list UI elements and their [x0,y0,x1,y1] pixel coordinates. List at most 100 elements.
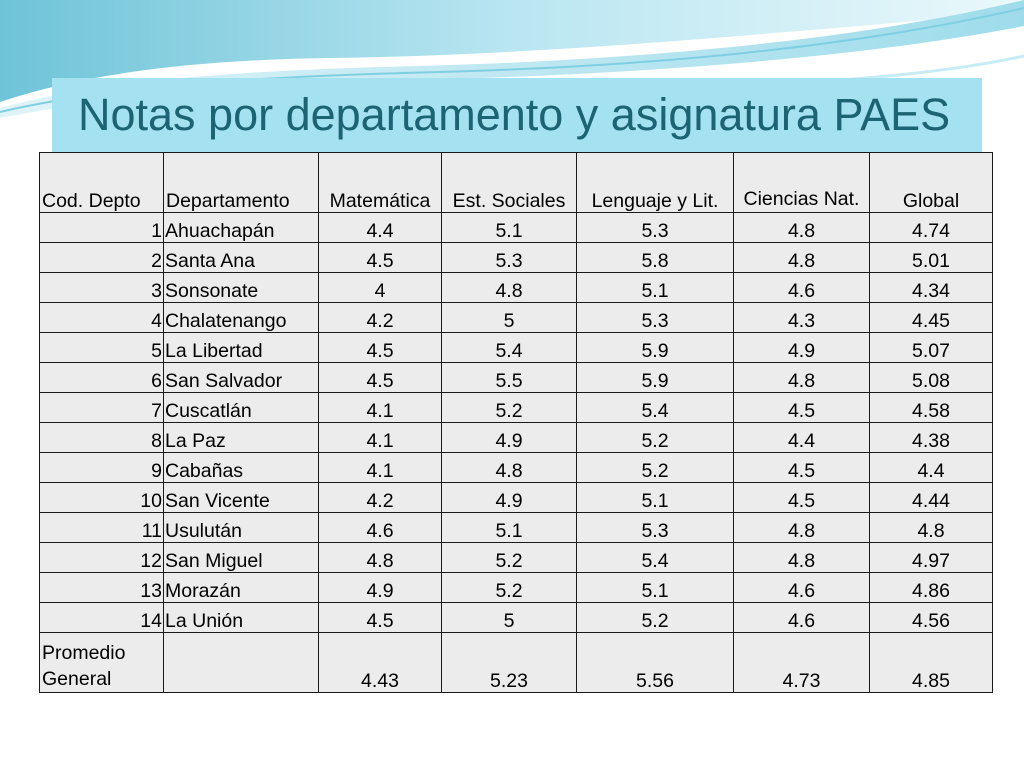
cell-matematica: 4 [318,272,442,303]
cell-global: 4.34 [869,272,993,303]
cell-matematica: 4.5 [318,602,442,633]
cell-est-sociales: 5.4 [441,332,577,363]
table-row: 12 San Miguel 4.8 5.2 5.4 4.8 4.97 [39,542,993,573]
cell-matematica: 4.5 [318,242,442,273]
cell-lenguaje: 5.1 [576,572,734,603]
cell-est-sociales: 5.1 [441,212,577,243]
cell-dept: Chalatenango [163,302,319,333]
cell-lenguaje: 5.2 [576,422,734,453]
cell-lenguaje: 5.3 [576,212,734,243]
cell-lenguaje: 5.1 [576,482,734,513]
cell-ciencias: 4.4 [733,422,870,453]
cell-global: 4.8 [869,512,993,543]
cell-global: 4.38 [869,422,993,453]
cell-global: 4.45 [869,302,993,333]
cell-lenguaje: 5.2 [576,452,734,483]
grades-table: Cod. Depto Departamento Matemática Est. … [39,152,993,693]
cell-dept: San Miguel [163,542,319,573]
cell-dept: Santa Ana [163,242,319,273]
average-row: Promedio General 4.43 5.23 5.56 4.73 4.8… [39,632,993,693]
slide-title: Notas por departamento y asignatura PAES [78,89,951,140]
cell-est-sociales: 5.1 [441,512,577,543]
cell-ciencias: 4.5 [733,452,870,483]
cell-dept: Morazán [163,572,319,603]
cell-ciencias: 4.6 [733,572,870,603]
cell-matematica: 4.4 [318,212,442,243]
average-matematica: 4.43 [318,632,442,693]
cell-lenguaje: 5.4 [576,392,734,423]
cell-est-sociales: 5.3 [441,242,577,273]
cell-dept: San Vicente [163,482,319,513]
cell-matematica: 4.2 [318,302,442,333]
table-row: 9 Cabañas 4.1 4.8 5.2 4.5 4.4 [39,452,993,483]
average-dept [163,632,319,693]
cell-est-sociales: 5.5 [441,362,577,393]
table-row: 2 Santa Ana 4.5 5.3 5.8 4.8 5.01 [39,242,993,273]
cell-est-sociales: 4.9 [441,482,577,513]
header-matematica: Matemática [318,152,442,213]
cell-ciencias: 4.6 [733,602,870,633]
cell-code: 2 [39,242,164,273]
cell-dept: Ahuachapán [163,212,319,243]
table-row: 7 Cuscatlán 4.1 5.2 5.4 4.5 4.58 [39,392,993,423]
cell-global: 4.86 [869,572,993,603]
cell-code: 5 [39,332,164,363]
cell-lenguaje: 5.1 [576,272,734,303]
table-row: 14 La Unión 4.5 5 5.2 4.6 4.56 [39,602,993,633]
cell-dept: Cabañas [163,452,319,483]
cell-code: 10 [39,482,164,513]
cell-matematica: 4.2 [318,482,442,513]
cell-dept: San Salvador [163,362,319,393]
cell-matematica: 4.9 [318,572,442,603]
cell-matematica: 4.1 [318,392,442,423]
cell-code: 12 [39,542,164,573]
cell-matematica: 4.8 [318,542,442,573]
cell-lenguaje: 5.3 [576,512,734,543]
header-row: Cod. Depto Departamento Matemática Est. … [39,152,993,213]
table-body: 1 Ahuachapán 4.4 5.1 5.3 4.8 4.74 2 Santa Ana 4.5… [39,212,993,633]
cell-est-sociales: 4.9 [441,422,577,453]
cell-ciencias: 4.5 [733,392,870,423]
cell-ciencias: 4.3 [733,302,870,333]
cell-est-sociales: 5.2 [441,392,577,423]
cell-global: 4.58 [869,392,993,423]
cell-global: 4.44 [869,482,993,513]
header-ciencias: Ciencias Nat. [733,152,870,213]
table-row: 3 Sonsonate 4 4.8 5.1 4.6 4.34 [39,272,993,303]
header-global: Global [869,152,993,213]
cell-est-sociales: 5.2 [441,542,577,573]
cell-code: 11 [39,512,164,543]
cell-lenguaje: 5.2 [576,602,734,633]
average-ciencias: 4.73 [733,632,870,693]
cell-code: 4 [39,302,164,333]
cell-lenguaje: 5.4 [576,542,734,573]
cell-est-sociales: 5 [441,302,577,333]
cell-code: 1 [39,212,164,243]
cell-ciencias: 4.5 [733,482,870,513]
header-lenguaje: Lenguaje y Lit. [576,152,734,213]
cell-est-sociales: 5.2 [441,572,577,603]
table-row: 13 Morazán 4.9 5.2 5.1 4.6 4.86 [39,572,993,603]
table-row: 4 Chalatenango 4.2 5 5.3 4.3 4.45 [39,302,993,333]
cell-ciencias: 4.9 [733,332,870,363]
cell-dept: Sonsonate [163,272,319,303]
average-label: Promedio General [39,632,164,693]
table-row: 1 Ahuachapán 4.4 5.1 5.3 4.8 4.74 [39,212,993,243]
cell-est-sociales: 4.8 [441,452,577,483]
cell-est-sociales: 4.8 [441,272,577,303]
cell-code: 8 [39,422,164,453]
cell-code: 6 [39,362,164,393]
cell-est-sociales: 5 [441,602,577,633]
table-row: 11 Usulután 4.6 5.1 5.3 4.8 4.8 [39,512,993,543]
cell-code: 7 [39,392,164,423]
cell-ciencias: 4.6 [733,272,870,303]
cell-ciencias: 4.8 [733,212,870,243]
cell-dept: Cuscatlán [163,392,319,423]
cell-matematica: 4.5 [318,362,442,393]
table-row: 8 La Paz 4.1 4.9 5.2 4.4 4.38 [39,422,993,453]
cell-matematica: 4.1 [318,452,442,483]
cell-dept: La Paz [163,422,319,453]
average-global: 4.85 [869,632,993,693]
cell-dept: La Unión [163,602,319,633]
title-band [52,78,982,152]
